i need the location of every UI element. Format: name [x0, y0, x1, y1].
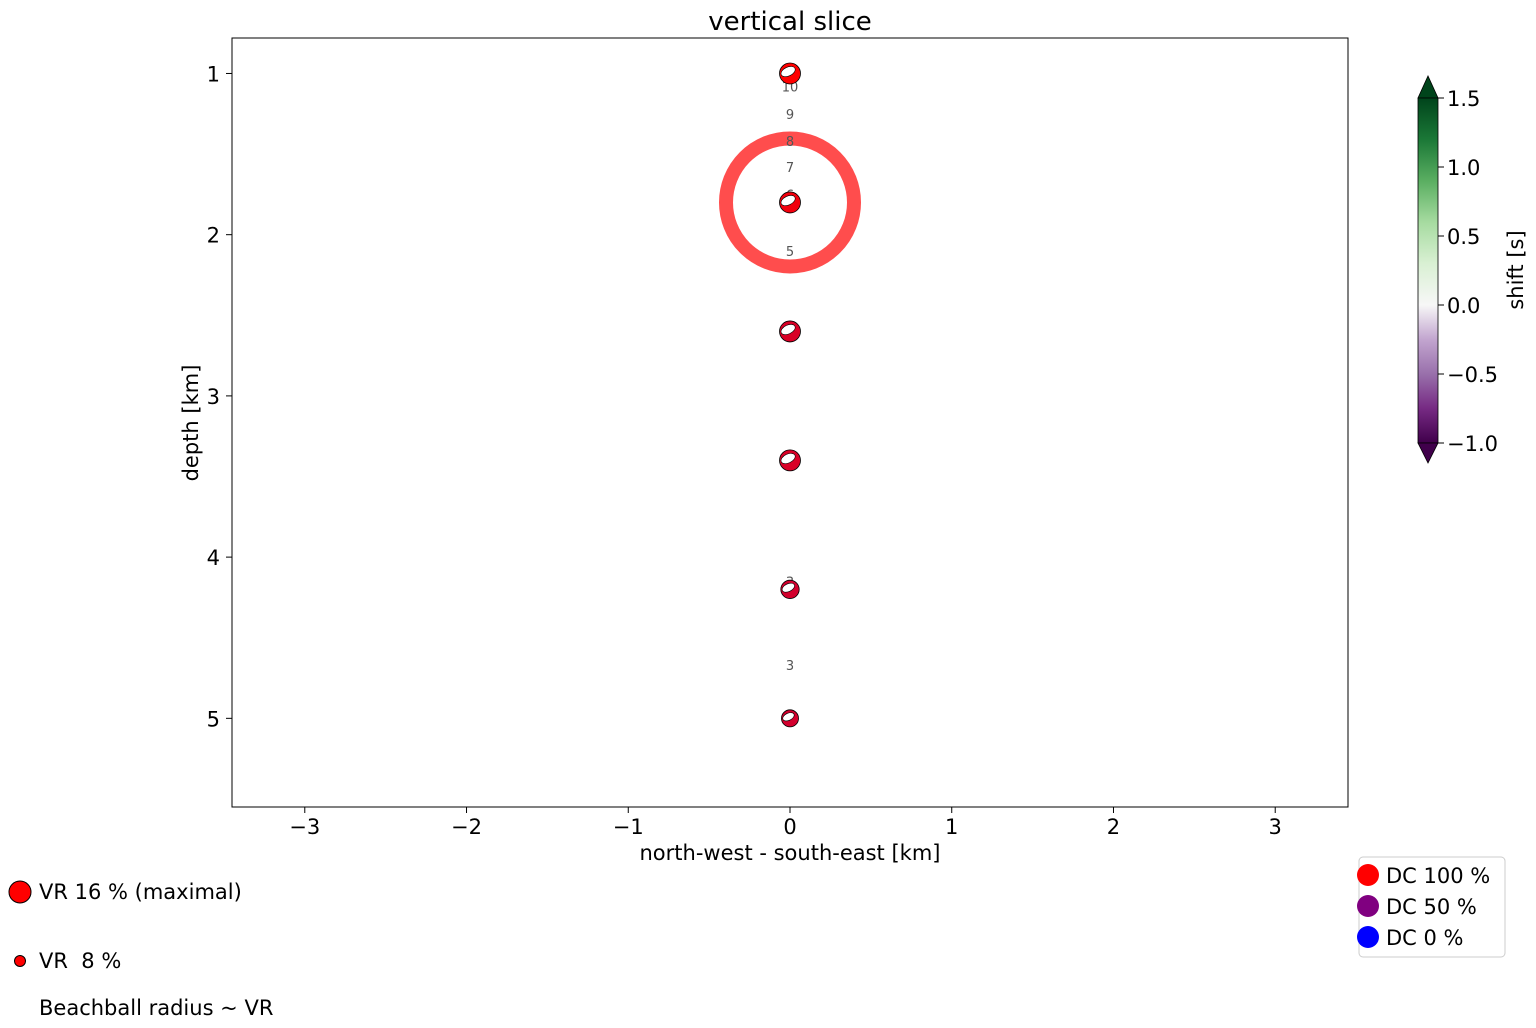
y-tick-label: 4 [207, 546, 220, 570]
annotation-label: 3 [786, 659, 794, 674]
vr-legend-half-marker [14, 955, 26, 967]
beachball [779, 320, 801, 343]
vr-legend-max-marker [8, 880, 32, 904]
beachball [779, 191, 801, 214]
annotation-label: 9 [786, 108, 794, 123]
y-tick-label: 3 [207, 385, 220, 409]
dc-legend-0-label: DC 0 % [1386, 926, 1464, 950]
annotation-label: 7 [786, 161, 794, 176]
dc-legend-100-label: DC 100 % [1386, 864, 1490, 888]
colorbar-label: shift [s] [1504, 230, 1528, 309]
beachball-dilatation [780, 66, 796, 77]
plot-frame [231, 37, 1349, 808]
colorbar-ticks: 1.5 1.0 0.5 0.0 −0.5 −1.0 [1438, 87, 1498, 456]
annotation-label: 5 [786, 245, 794, 260]
y-axis-label: depth [km] [179, 365, 203, 482]
dc-legend-50-label: DC 50 % [1386, 895, 1477, 919]
dc-legend: DC 100 % DC 50 % DC 0 % [1357, 856, 1506, 958]
annotation-label: 8 [786, 135, 794, 150]
vr-legend-max-label: VR 16 % (maximal) [39, 880, 242, 904]
x-tick-label: 1 [945, 815, 958, 839]
colorbar-tick-label: −1.0 [1447, 432, 1498, 456]
y-tick-label: 5 [207, 707, 220, 731]
beachball-dilatation [780, 324, 796, 335]
x-tick-label: −1 [613, 815, 644, 839]
beachball-dilatation [780, 453, 796, 464]
vr-legend: VR 16 % (maximal) VR 8 % Beachball radiu… [8, 880, 273, 1020]
beachball [779, 449, 801, 472]
y-axis-ticks: 1 2 3 4 5 [207, 62, 232, 731]
x-tick-label: 2 [1107, 815, 1120, 839]
x-tick-label: −2 [451, 815, 482, 839]
best-solution-highlight [719, 131, 861, 274]
beachball [781, 709, 799, 728]
y-tick-label: 1 [207, 62, 220, 86]
x-axis-ticks: −3 −2 −1 0 1 2 3 [289, 807, 1282, 839]
colorbar-gradient [1417, 97, 1439, 444]
chart-title: vertical slice [708, 7, 872, 37]
beachball [779, 62, 801, 85]
vr-legend-half-label: VR 8 % [39, 949, 121, 973]
colorbar-tick-label: 1.0 [1447, 156, 1480, 180]
beachball-dilatation [780, 195, 796, 206]
x-axis-label: north-west - south-east [km] [640, 841, 941, 865]
colorbar-tick-label: 1.5 [1447, 87, 1480, 111]
colorbar-tick-label: 0.5 [1447, 225, 1480, 249]
beachball-dilatation [782, 712, 795, 722]
dc-legend-100-marker [1357, 864, 1379, 886]
beachball [780, 579, 800, 599]
colorbar-tick-label: 0.0 [1447, 294, 1480, 318]
annotation-label: 10 [782, 80, 799, 95]
y-tick-label: 2 [207, 224, 220, 248]
colorbar-top-extension [1417, 75, 1439, 99]
dc-legend-50-marker [1357, 895, 1379, 917]
beachball-dilatation [781, 582, 795, 593]
x-tick-label: 3 [1269, 815, 1282, 839]
beachball-series [779, 62, 801, 728]
vr-legend-note: Beachball radius ~ VR [39, 996, 273, 1020]
x-tick-label: 0 [783, 815, 796, 839]
x-tick-label: −3 [289, 815, 320, 839]
colorbar-bottom-extension [1417, 442, 1439, 464]
colorbar-tick-label: −0.5 [1447, 363, 1498, 387]
colorbar: 1.5 1.0 0.5 0.0 −0.5 −1.0 shift [s] [1417, 75, 1528, 464]
dc-legend-0-marker [1357, 926, 1379, 948]
highlight-ring [719, 131, 861, 274]
